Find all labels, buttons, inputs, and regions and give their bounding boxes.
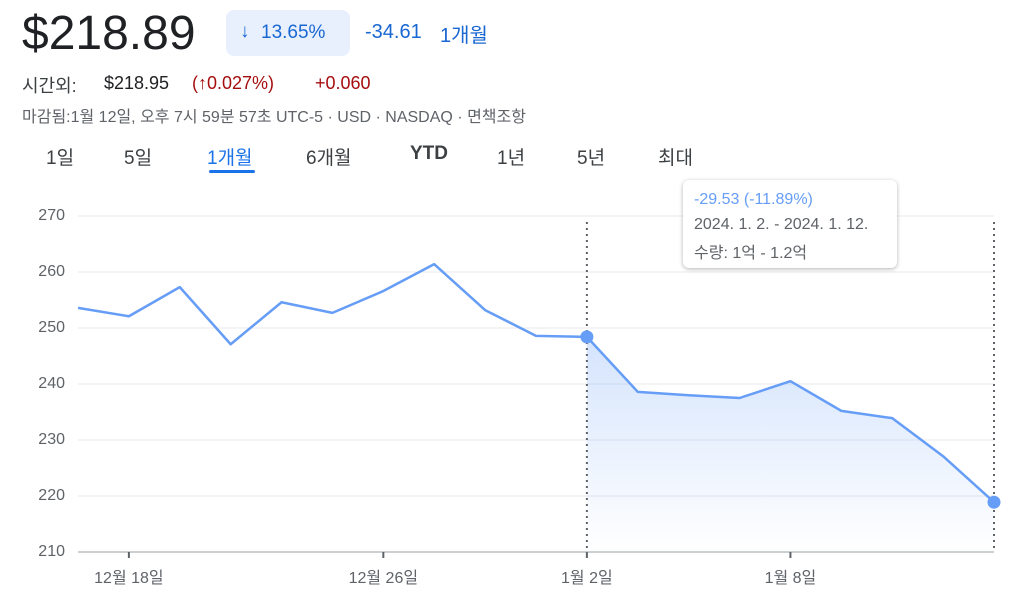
after-hours-price: $218.95 — [104, 73, 170, 93]
price-line — [77, 262, 995, 504]
tab-active[interactable]: 1개월 — [207, 148, 253, 169]
tab[interactable]: 최대 — [658, 148, 693, 169]
tab[interactable]: 1년 — [497, 148, 526, 169]
tab-underline — [209, 170, 255, 173]
y-tick-label: 260 — [38, 263, 65, 280]
after-hours-change: +0.060 — [315, 73, 371, 93]
y-tick-label: 240 — [38, 375, 65, 392]
y-tick-label: 210 — [38, 543, 65, 560]
tooltip-change: -29.53 (-11.89%) — [694, 191, 813, 208]
tooltip-range: 2024. 1. 2. - 2024. 1. 12. — [694, 216, 869, 233]
tooltip: -29.53 (-11.89%) 2024. 1. 2. - 2024. 1. … — [683, 180, 897, 268]
x-tick-label: 1월 8일 — [765, 569, 817, 587]
y-tick-label: 270 — [38, 207, 65, 224]
tab[interactable]: 1일 — [46, 148, 75, 169]
change-absolute: -34.61 — [365, 21, 422, 43]
x-tick-label: 12월 18일 — [94, 569, 163, 587]
after-hours-label: 시간외: — [22, 76, 77, 96]
after-hours-percent: (↑0.027%) — [192, 73, 275, 93]
change-percent: 13.65% — [261, 22, 326, 43]
selection-point — [987, 495, 1001, 509]
tab[interactable]: 5일 — [124, 148, 153, 169]
x-tick-label: 12월 26일 — [349, 569, 418, 587]
y-tick-label: 230 — [38, 431, 65, 448]
tooltip-volume: 수량: 1억 - 1.2억 — [694, 245, 808, 262]
price: $218.89 — [22, 7, 196, 60]
x-tick-label: 1월 2일 — [561, 569, 613, 587]
y-tick-label: 250 — [38, 319, 65, 336]
change-badge: ↓ 13.65% — [226, 10, 350, 56]
selection-shade — [586, 336, 994, 552]
market-status: 마감됨:1월 12일, 오후 7시 59분 57초 UTC-5 · USD · … — [22, 109, 526, 126]
tab[interactable]: 5년 — [577, 148, 606, 169]
selection-point — [580, 330, 594, 344]
down-arrow: ↓ — [240, 21, 250, 42]
tab[interactable]: 6개월 — [306, 148, 352, 169]
y-tick-label: 220 — [38, 487, 65, 504]
period: 1개월 — [440, 25, 488, 47]
tab[interactable]: YTD — [410, 143, 448, 164]
